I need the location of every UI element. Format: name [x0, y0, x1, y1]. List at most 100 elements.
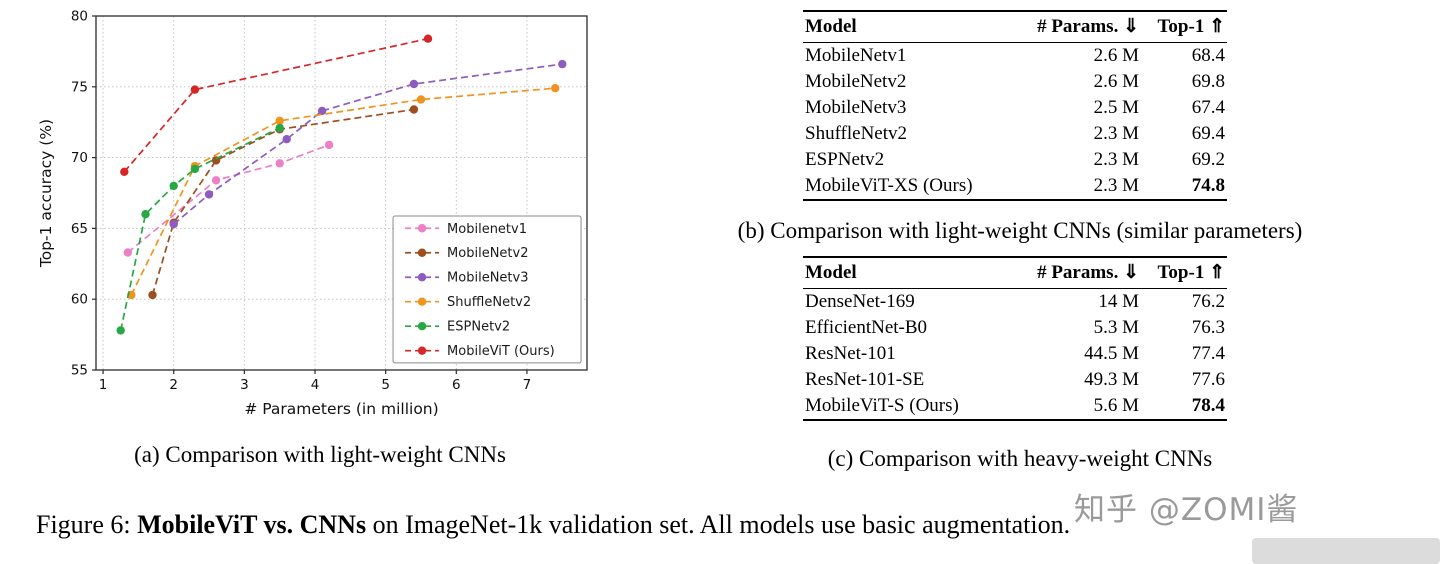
series-espnetv2	[116, 123, 284, 335]
table-row: MobileViT-XS (Ours) 2.3 M 74.8	[803, 173, 1227, 201]
top1-cell: 69.4	[1191, 123, 1225, 144]
data-point	[116, 326, 125, 335]
x-tick-label: 7	[523, 377, 532, 393]
params-cell: 49.3 M	[1084, 369, 1139, 390]
table-row: ESPNetv2 2.3 M 69.2	[803, 147, 1227, 173]
data-point	[416, 95, 426, 104]
table-row: ResNet-101 44.5 M 77.4	[803, 341, 1227, 367]
data-point	[317, 106, 327, 116]
model-cell: MobileNetv2	[805, 71, 907, 92]
column-header: # Params. ⇓	[1011, 10, 1141, 43]
model-cell: ResNet-101	[805, 343, 896, 364]
plot-border	[95, 15, 588, 371]
y-tick-label: 65	[71, 221, 88, 237]
x-tick-label: 4	[311, 377, 320, 393]
column-header: # Params. ⇓	[1011, 256, 1141, 289]
y-tick-label: 75	[71, 79, 88, 95]
top1-cell: 77.4	[1191, 343, 1225, 364]
table-row: MobileNetv3 2.5 M 67.4	[803, 95, 1227, 121]
data-point	[423, 34, 433, 43]
data-point	[551, 84, 560, 93]
data-point	[275, 123, 284, 133]
top1-cell: 68.4	[1191, 45, 1225, 66]
params-cell: 14 M	[1098, 291, 1139, 312]
series-line	[151, 108, 415, 296]
model-cell: ESPNetv2	[805, 149, 885, 170]
data-point	[211, 176, 221, 185]
subcaption-c: (c) Comparison with heavy-weight CNNs	[827, 446, 1213, 471]
lightweight-cnn-chart-block: 1 2 3 4 5 6 7 55 60 65 70 75 80 # Parameters (in mill…	[36, 2, 601, 439]
params-cell: 2.3 M	[1093, 123, 1139, 144]
x-tick-label: 5	[381, 377, 390, 393]
table-row: MobileNetv2 2.6 M 69.8	[803, 69, 1227, 95]
top1-cell: 78.4	[1141, 393, 1227, 421]
model-cell: EfficientNet-B0	[805, 317, 928, 338]
legend-marker	[417, 273, 427, 282]
table-header-row: Model # Params. ⇓ Top-1 ⇑	[803, 256, 1227, 289]
params-cell: 2.6 M	[1093, 45, 1139, 66]
legend-marker	[417, 346, 427, 355]
model-cell: MobileViT-XS (Ours)	[803, 173, 1011, 201]
y-axis-label: Top-1 accuracy (%)	[37, 119, 55, 268]
data-point	[190, 85, 200, 94]
figure-caption-rest: on ImageNet-1k validation set. All model…	[366, 510, 1071, 539]
series-line	[123, 37, 429, 173]
figure-caption: Figure 6: MobileViT vs. CNNs on ImageNet…	[36, 510, 1434, 540]
params-cell: 2.5 M	[1093, 97, 1139, 118]
table-header-row: Model # Params. ⇓ Top-1 ⇑	[803, 10, 1227, 43]
column-header: Top-1 ⇑	[1141, 10, 1227, 43]
data-point	[324, 140, 334, 150]
data-point	[148, 290, 157, 300]
table-row: ResNet-101-SE 49.3 M 77.6	[803, 367, 1227, 393]
data-point	[282, 135, 291, 144]
y-tick-label: 80	[71, 9, 88, 25]
params-cell: 5.3 M	[1093, 317, 1139, 338]
table-heavyweight-wrap: Model # Params. ⇓ Top-1 ⇑ DenseNet-169 14 M…	[803, 256, 1227, 421]
data-point	[409, 79, 419, 89]
data-point	[123, 248, 132, 257]
x-tick-label: 3	[240, 377, 249, 393]
data-point	[558, 59, 567, 69]
legend-label: MobileNetv2	[447, 246, 528, 261]
top1-cell: 76.3	[1191, 317, 1225, 338]
x-tick-label: 6	[452, 377, 461, 393]
legend-marker	[417, 297, 427, 306]
params-cell: 2.3 M	[1093, 149, 1139, 170]
y-tick-label: 70	[71, 150, 88, 166]
legend-label: ESPNetv2	[447, 320, 510, 335]
legend-label: ShuffleNetv2	[447, 295, 531, 310]
series-line	[173, 63, 563, 225]
column-header: Model	[803, 10, 1011, 43]
legend-label: MobileViT (Ours)	[447, 344, 555, 359]
figure-caption-prefix: Figure 6:	[36, 510, 138, 539]
legend-marker	[417, 224, 427, 233]
params-cell: 2.3 M	[1011, 173, 1141, 201]
column-header: Model	[803, 256, 1011, 289]
model-cell: ResNet-101-SE	[805, 369, 925, 390]
y-tick-label: 60	[71, 292, 88, 308]
params-cell: 44.5 M	[1084, 343, 1139, 364]
model-cell: ShuffleNetv2	[805, 123, 908, 144]
data-point	[190, 164, 200, 174]
table-row: DenseNet-169 14 M 76.2	[803, 289, 1227, 316]
lightweight-cnn-chart: 1 2 3 4 5 6 7 55 60 65 70 75 80 # Parameters (in mill…	[37, 9, 588, 418]
data-point	[141, 210, 150, 219]
data-point	[120, 167, 129, 176]
x-tick-label: 1	[99, 377, 108, 393]
column-header: Top-1 ⇑	[1141, 256, 1227, 289]
model-cell: MobileViT-S (Ours)	[803, 393, 1011, 421]
table-row: MobileNetv1 2.6 M 68.4	[803, 43, 1227, 70]
y-tick-label: 55	[71, 363, 88, 379]
top1-cell: 69.2	[1191, 149, 1225, 170]
table-lightweight-cnns: Model # Params. ⇓ Top-1 ⇑ MobileNetv1 2.6 M…	[803, 10, 1227, 201]
data-point	[275, 159, 284, 168]
data-point	[204, 190, 214, 199]
table-row: MobileViT-S (Ours) 5.6 M 78.4	[803, 393, 1227, 421]
table-heavyweight-cnns: Model # Params. ⇓ Top-1 ⇑ DenseNet-169 14 M…	[803, 256, 1227, 421]
figure-caption-bold: MobileViT vs. CNNs	[137, 510, 367, 539]
data-point	[275, 116, 284, 126]
data-point	[169, 181, 178, 191]
zhihu-watermark: 知乎 @ZOMI酱	[1074, 492, 1299, 528]
data-point	[169, 220, 178, 229]
series-mobilenetv1	[123, 140, 334, 257]
